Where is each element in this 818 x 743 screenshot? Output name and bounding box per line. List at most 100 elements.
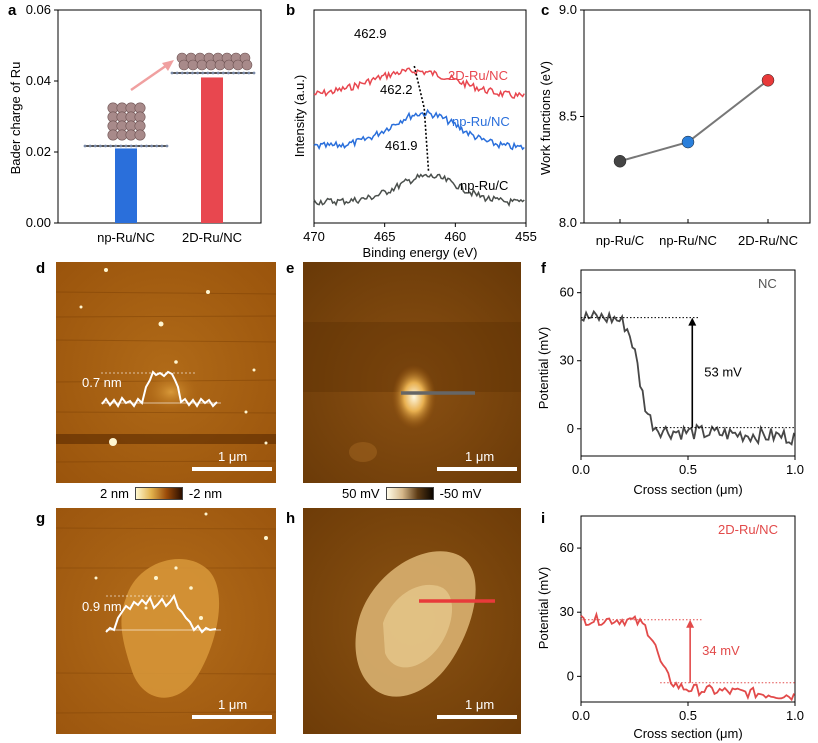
chart-c-point-1 (681, 135, 695, 149)
height-colorbar: 2 nm -2 nm (100, 486, 222, 501)
ru-atom (223, 59, 235, 71)
panel-label-e: e (286, 260, 295, 277)
chart-b-peak-label-npC: 461.9 (385, 138, 418, 153)
panel-label-h: h (286, 510, 296, 527)
chart-c-yticks: 8.0 8.5 9.0 (559, 2, 584, 230)
chart-f-xlabel: Cross section (μm) (633, 482, 742, 497)
lattice-atom (160, 144, 164, 148)
transition-arrow-icon (130, 60, 174, 92)
chart-a-frame (57, 9, 262, 224)
afm-potential-image-e: 1 μm (303, 262, 521, 483)
afm-h-scale-label: 1 μm (465, 697, 495, 712)
lattice-atom (232, 71, 235, 75)
chart-a-xtick-0: np-Ru/NC (97, 230, 155, 245)
lattice-atom (191, 71, 194, 75)
afm-g-scalebar (192, 715, 272, 719)
potential-colorbar-max: 50 mV (342, 486, 380, 501)
chart-f-arrowhead-icon (688, 317, 697, 326)
chart-f-delta-label: 53 mV (704, 365, 742, 380)
lattice-atom (139, 144, 143, 148)
lattice-atom (114, 144, 118, 148)
potential-colorbar: 50 mV -50 mV (342, 486, 481, 501)
ru-atom (241, 59, 253, 71)
lattice-atom (242, 71, 246, 75)
panel-label-d: d (36, 260, 46, 277)
lattice-atom (221, 71, 225, 75)
panel-label-b: b (286, 2, 296, 19)
chart-b-series-label-npC: np-Ru/C (460, 178, 508, 193)
panel-label-i: i (541, 510, 546, 527)
chart-c-line (619, 79, 769, 163)
afm-height-image-g: 0.9 nm 1 μm (56, 508, 276, 734)
chart-b-plot: Intensity (a.u.) 470 465 460 455 Binding en… (292, 9, 537, 260)
chart-b-series-1 (313, 108, 525, 151)
chart-a-yticks: 0.00 0.02 0.04 0.06 (26, 2, 58, 230)
chart-a-ytick-label: 0.04 (26, 73, 51, 88)
afm-d-scalebar (192, 467, 272, 471)
2d-layer-illustration (170, 52, 256, 75)
lattice-atom (252, 71, 256, 75)
lattice-atom (109, 144, 113, 148)
chart-i-xtick-label: 0.5 (679, 708, 697, 723)
lattice-atom (237, 71, 241, 75)
chart-f: Potential (mV) 0 30 60 0.0 0.5 1.0 53 mV NC C… (536, 269, 804, 497)
chart-a-bar-np-Ru-NC (115, 148, 137, 223)
chart-b-series-2 (313, 173, 525, 208)
afm-d-height-label: 0.7 nm (82, 375, 122, 390)
afm-d-scale-label: 1 μm (218, 449, 248, 464)
chart-b-xtick-label: 460 (444, 229, 466, 244)
chart-b-frame (313, 9, 527, 224)
afm-g-profile-line (105, 593, 217, 634)
chart-c-frame (583, 9, 811, 224)
chart-c-ytick-label: 8.0 (559, 215, 577, 230)
chart-c-ytick-label: 8.5 (559, 109, 577, 124)
np-cluster-illustration (83, 102, 169, 148)
lattice-atom (226, 71, 230, 75)
chart-f-xtick-label: 0.0 (572, 462, 590, 477)
ru-atom (205, 59, 217, 71)
chart-c-point-0 (613, 154, 627, 168)
chart-i-annotation: 2D-Ru/NC (718, 522, 778, 537)
chart-c: Work functions (eV) 8.0 8.5 9.0 np-Ru/C np… (538, 2, 811, 248)
chart-i-xlabel: Cross section (μm) (633, 726, 742, 741)
chart-i-xtick-label: 0.0 (572, 708, 590, 723)
chart-b-series-0 (313, 67, 525, 99)
afm-potential-image-h: 1 μm (303, 508, 521, 734)
chart-a-ylabel: Bader charge of Ru (8, 62, 23, 175)
chart-f-line (580, 309, 795, 446)
ru-atom (178, 59, 190, 71)
chart-a-ytick-label: 0.02 (26, 144, 51, 159)
chart-i-ytick-label: 60 (560, 540, 574, 555)
chart-i-ytick-label: 30 (560, 604, 574, 619)
panel-label-g: g (36, 510, 46, 527)
afm-g-flake (121, 559, 220, 698)
panel-label-f: f (541, 260, 546, 277)
chart-a-ytick-label: 0.06 (26, 2, 51, 17)
chart-b-peak-shift-line (413, 65, 430, 172)
chart-f-ylabel: Potential (mV) (536, 327, 551, 409)
lattice-atom (201, 71, 205, 75)
afm-height-image-d: 0.7 nm 1 μm (56, 262, 276, 483)
lattice-atom (155, 144, 159, 148)
lattice-atom (88, 144, 92, 148)
chart-i-arrowhead-icon (686, 619, 695, 628)
chart-i-ylabel: Potential (mV) (536, 567, 551, 649)
potential-colorbar-gradient (385, 487, 434, 500)
panel-label-c: c (541, 2, 550, 19)
chart-a-ytick-label: 0.00 (26, 215, 51, 230)
lattice-atom (180, 71, 184, 75)
chart-a-bar-2D-Ru-NC (201, 77, 223, 223)
lattice-atom (124, 144, 128, 148)
lattice-atom (145, 144, 148, 148)
lattice-atom (216, 71, 220, 75)
chart-b-xtick-label: 465 (374, 229, 396, 244)
chart-f-ytick-label: 30 (560, 353, 574, 368)
lattice-atom (247, 71, 251, 75)
chart-b-xtick-label: 470 (303, 229, 325, 244)
afm-g-height-label: 0.9 nm (82, 599, 122, 614)
chart-f-annotation: NC (758, 276, 777, 291)
height-colorbar-min: -2 nm (188, 486, 223, 501)
lattice-atom (119, 144, 123, 148)
lattice-atom (165, 144, 169, 148)
chart-i-frame (580, 515, 796, 703)
